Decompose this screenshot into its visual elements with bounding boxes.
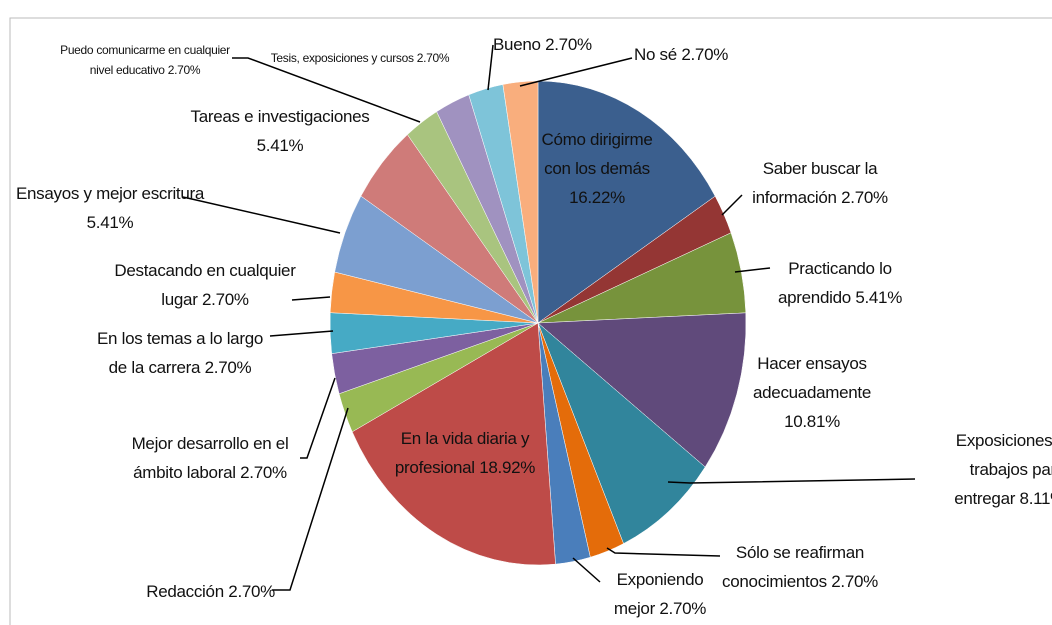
label-text: 10.81%	[784, 412, 840, 431]
slice-label: Exponiendo mejor 2.70%	[595, 565, 725, 623]
leader-line	[519, 57, 633, 87]
slice-label: Exposiciones y trabajos para entregar 8.…	[905, 426, 1052, 513]
slice-label: Saber buscar la información 2.70%	[735, 154, 905, 212]
slice-label: Mejor desarrollo en el ámbito laboral 2.…	[115, 429, 305, 487]
leader-lines	[182, 44, 916, 591]
label-text: Redacción	[146, 582, 224, 601]
slice-label: En los temas a lo largo de la carrera 2.…	[90, 324, 270, 382]
label-text: Exposiciones y trabajos para entregar	[954, 431, 1052, 508]
pie-slice	[351, 322, 556, 566]
label-text: 2.70%	[202, 290, 249, 309]
label-text: 5.41%	[86, 213, 134, 232]
label-text: 2.70%	[416, 51, 450, 65]
slice-label: No sé 2.70%	[634, 40, 764, 69]
leader-line	[606, 547, 721, 557]
slice-label: Bueno 2.70%	[493, 30, 623, 59]
slice-label: Cómo dirigirme con los demás 16.22%	[532, 125, 662, 212]
slice-label: Ensayos y mejor escritura 5.41%	[15, 179, 205, 237]
leader-line	[291, 296, 331, 301]
slice-label: Tareas e investigaciones 5.41%	[175, 102, 385, 160]
leader-line	[269, 330, 334, 337]
label-text: Mejor desarrollo en el ámbito laboral	[131, 434, 289, 482]
label-text: 2.70%	[681, 45, 729, 64]
label-text: En los temas a lo largo de la carrera	[96, 329, 264, 377]
label-text: 8.11%	[1019, 489, 1052, 508]
leader-line	[667, 478, 916, 484]
label-text: Hacer ensayos adecuadamente	[752, 354, 872, 402]
label-text: 2.70%	[831, 572, 878, 591]
label-text: Tareas e investigaciones	[190, 107, 370, 126]
label-text: Saber buscar la información	[752, 159, 878, 207]
label-text: Sólo se reafirman conocimientos	[722, 543, 865, 591]
slice-label: Hacer ensayos adecuadamente 10.81%	[732, 349, 892, 436]
pie-slice	[537, 312, 747, 468]
label-text: Destacando en cualquier lugar	[114, 261, 296, 309]
label-text: 2.70%	[545, 35, 592, 54]
label-text: 2.70%	[841, 188, 888, 207]
frame	[9, 17, 1052, 625]
label-text: 2.70%	[659, 599, 707, 618]
label-text: No sé	[634, 45, 677, 64]
leader-line	[487, 44, 494, 91]
leader-line	[232, 57, 421, 123]
leader-line	[721, 194, 743, 216]
label-text: Practicando lo aprendido	[777, 259, 892, 307]
label-text: 5.41%	[256, 136, 304, 155]
slice-label: Tesis, exposiciones y cursos 2.70%	[270, 48, 450, 68]
label-text: 18.92%	[479, 458, 536, 477]
slice-label: Sólo se reafirman conocimientos 2.70%	[712, 538, 888, 596]
slice-label: Destacando en cualquier lugar 2.70%	[105, 256, 305, 314]
label-text: Cómo dirigirme con los demás	[541, 130, 653, 178]
slice-label: Practicando lo aprendido 5.41%	[765, 254, 915, 312]
label-text: 2.70%	[167, 63, 201, 77]
leader-line	[300, 377, 336, 459]
slice-label: En la vida diaria y profesional 18.92%	[375, 424, 555, 482]
label-text: 5.41%	[855, 288, 903, 307]
leader-line	[272, 407, 349, 591]
leader-line	[572, 557, 601, 583]
label-text: 16.22%	[569, 188, 625, 207]
leader-line	[182, 196, 341, 234]
label-text: Tesis, exposiciones y cursos	[270, 51, 414, 65]
pie-slice	[537, 322, 706, 544]
label-text: Exponiendo mejor	[613, 570, 704, 618]
label-text: Puedo comunicarme en cualquier nivel edu…	[60, 43, 230, 77]
label-text: 2.70%	[228, 582, 275, 601]
label-text: 2.70%	[204, 358, 252, 377]
slice-label: Redacción 2.70%	[100, 577, 275, 606]
label-text: 2.70%	[240, 463, 287, 482]
label-text: Ensayos y mejor escritura	[15, 184, 205, 203]
label-text: En la vida diaria y profesional	[394, 429, 530, 477]
slice-label: Puedo comunicarme en cualquier nivel edu…	[50, 40, 240, 80]
label-text: Bueno	[493, 35, 541, 54]
pie-slice	[537, 80, 716, 324]
leader-line	[734, 267, 771, 273]
